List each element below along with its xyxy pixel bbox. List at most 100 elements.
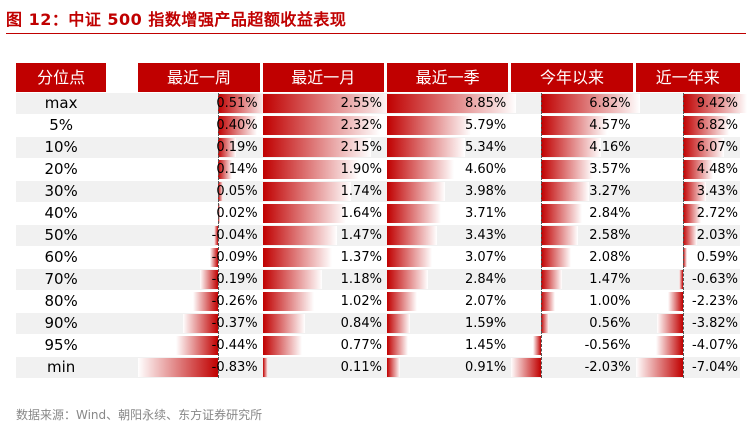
zero-axis-line	[218, 115, 220, 136]
value-label: 0.91%	[464, 360, 507, 375]
value-label: 0.51%	[216, 96, 258, 111]
data-cell: 3.71%	[386, 203, 508, 224]
source-note: 数据来源：Wind、朝阳永续、东方证券研究所	[16, 408, 263, 422]
data-cell: 2.32%	[262, 115, 384, 136]
data-bar	[683, 226, 697, 245]
data-bar	[655, 336, 684, 355]
row-label: 50%	[44, 226, 78, 244]
data-bar	[511, 358, 541, 377]
value-label: -0.04%	[211, 228, 258, 243]
value-label: 4.48%	[696, 162, 738, 177]
value-label: 2.55%	[340, 96, 382, 111]
data-cell: 1.90%	[262, 159, 384, 180]
zero-axis-line	[218, 203, 220, 224]
value-label: -0.19%	[211, 272, 258, 287]
data-bar	[540, 204, 583, 223]
data-cell: -0.63%	[636, 269, 740, 290]
data-bar	[540, 182, 589, 201]
zero-axis-line	[683, 181, 685, 202]
data-bar	[262, 292, 315, 311]
zero-axis-line	[218, 357, 220, 378]
data-cell: 6.82%	[511, 93, 641, 114]
data-cell: -4.07%	[636, 335, 740, 356]
data-cell: -0.04%	[138, 225, 259, 246]
chart-title: 图 12：中证 500 指数增强产品超额收益表现	[6, 10, 347, 29]
row-label: 30%	[44, 182, 78, 200]
data-bar	[386, 204, 442, 223]
data-cell: 2.84%	[511, 203, 632, 224]
data-bar	[262, 94, 392, 113]
value-label: 6.82%	[696, 118, 738, 133]
data-bar	[214, 226, 219, 245]
data-cell: 2.55%	[262, 93, 392, 114]
data-cell: 0.91%	[386, 357, 508, 378]
value-label: 1.74%	[340, 184, 382, 199]
data-bar	[386, 248, 432, 267]
data-bar	[199, 270, 219, 289]
data-cell: 0.19%	[138, 137, 259, 158]
value-label: 1.37%	[340, 250, 382, 265]
data-bar	[540, 226, 579, 245]
data-cell: -0.56%	[511, 335, 632, 356]
row-label: 80%	[44, 292, 78, 310]
row-label: min	[47, 358, 76, 376]
data-bar	[386, 160, 454, 179]
data-cell: 1.18%	[262, 269, 384, 290]
zero-axis-line	[683, 291, 685, 312]
data-cell: -0.26%	[138, 291, 259, 312]
value-label: 8.85%	[464, 96, 507, 111]
data-bar	[386, 336, 409, 355]
data-cell: -0.83%	[138, 357, 259, 378]
header-row-label: 分位点	[16, 63, 107, 92]
data-bar	[635, 358, 684, 377]
zero-axis-line	[540, 203, 542, 224]
value-label: 6.82%	[589, 96, 631, 111]
data-cell: 1.37%	[262, 247, 384, 268]
data-cell: 4.60%	[386, 159, 508, 180]
value-label: -0.09%	[211, 250, 258, 265]
data-bar	[386, 358, 401, 377]
data-cell: 6.07%	[636, 137, 740, 158]
data-cell: 2.07%	[386, 291, 508, 312]
value-label: 2.15%	[340, 140, 382, 155]
data-cell: -3.82%	[636, 313, 740, 334]
row-label: 20%	[44, 160, 78, 178]
data-cell: 3.43%	[386, 225, 508, 246]
table-row: 40% 0.02% 1.64% 3.71% 2.84% 2.72%	[16, 203, 740, 224]
row-label: max	[44, 94, 78, 112]
zero-axis-line	[683, 225, 685, 246]
data-cell: 0.02%	[138, 203, 259, 224]
data-cell: 3.27%	[511, 181, 632, 202]
data-cell: -2.23%	[636, 291, 740, 312]
table-row: 50% -0.04% 1.47% 3.43% 2.58% 2.03%	[16, 225, 740, 246]
data-cell: 1.59%	[386, 313, 508, 334]
value-label: 3.71%	[464, 206, 507, 221]
data-bar	[683, 116, 730, 135]
table-row: min -0.83% 0.11% 0.91% -2.03% -7.04%	[16, 357, 740, 378]
data-cell: 4.48%	[636, 159, 740, 180]
data-bar	[540, 138, 602, 157]
data-bar	[262, 182, 351, 201]
zero-axis-line	[540, 269, 542, 290]
zero-axis-line	[540, 93, 542, 114]
data-cell: -0.19%	[138, 269, 259, 290]
data-bar	[540, 116, 608, 135]
value-label: 2.08%	[589, 250, 631, 265]
data-bar	[540, 160, 593, 179]
data-bar-table: 分位点 最近一周 最近一月 最近一季 今年以来 近一年来 max 0.51% 2.55% 8.8…	[16, 63, 747, 378]
data-cell: 2.84%	[386, 269, 508, 290]
zero-axis-line	[218, 247, 220, 268]
table-row: 10% 0.19% 2.15% 5.34% 4.16% 6.07%	[16, 137, 740, 158]
zero-axis-line	[683, 203, 685, 224]
value-label: -0.44%	[211, 338, 258, 353]
table-row: 60% -0.09% 1.37% 3.07% 2.08% 0.59%	[16, 247, 740, 268]
data-bar	[262, 248, 332, 267]
data-bar	[540, 270, 563, 289]
value-label: 0.05%	[216, 184, 258, 199]
data-cell: 2.58%	[511, 225, 632, 246]
data-bar	[532, 336, 541, 355]
zero-axis-line	[218, 313, 220, 334]
data-bar	[386, 226, 437, 245]
data-cell: 0.56%	[511, 313, 632, 334]
data-bar	[193, 292, 219, 311]
